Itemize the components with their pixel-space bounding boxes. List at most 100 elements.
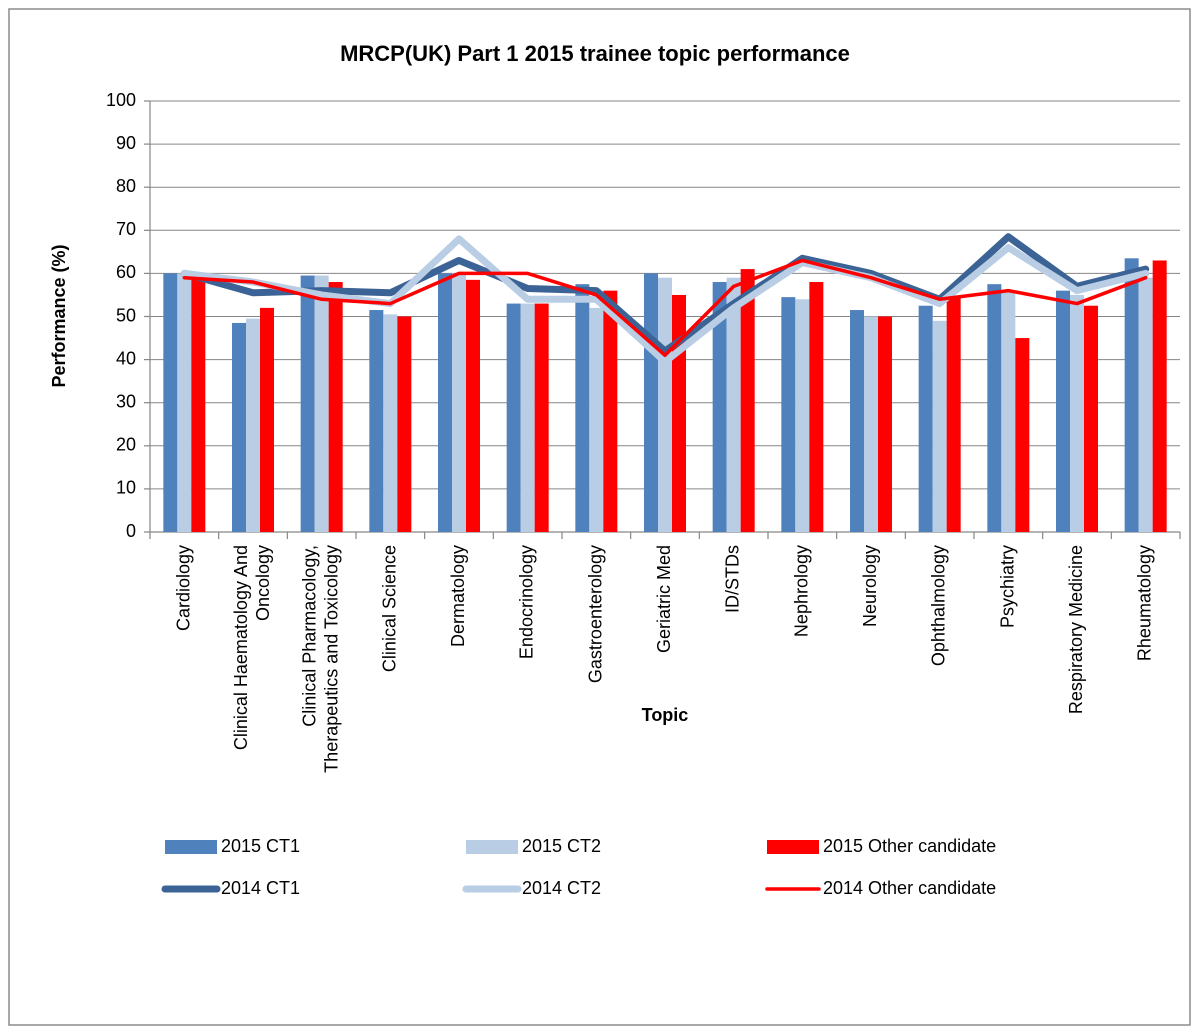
- x-tick-group: Nephrology: [791, 545, 811, 637]
- bar: [987, 284, 1002, 532]
- y-tick-label: 10: [116, 478, 136, 498]
- bar: [603, 290, 618, 532]
- line: [182, 258, 1148, 358]
- x-tick-label: Clinical Haematology And Oncology: [231, 545, 273, 750]
- bar: [932, 320, 947, 532]
- bar: [1124, 258, 1139, 532]
- legend-swatch: [165, 840, 217, 854]
- x-tick-group: Neurology: [860, 545, 880, 627]
- y-tick-label: 100: [106, 90, 136, 110]
- chart-title: MRCP(UK) Part 1 2015 trainee topic perfo…: [340, 41, 850, 66]
- y-tick-label: 50: [116, 305, 136, 325]
- bar: [191, 279, 206, 532]
- bar: [397, 316, 412, 532]
- bar: [300, 275, 315, 532]
- y-tick-label: 30: [116, 391, 136, 411]
- x-tick-label: ID/STDs: [722, 545, 742, 613]
- x-tick-label: Rheumatology: [1134, 545, 1154, 661]
- bar: [809, 282, 824, 532]
- bar: [712, 282, 727, 532]
- bar: [177, 273, 192, 532]
- bar: [246, 318, 260, 532]
- line: [180, 235, 1150, 366]
- bar: [466, 279, 480, 532]
- line: [180, 233, 1150, 355]
- x-tick-group: Cardiology: [173, 545, 193, 631]
- bar: [740, 269, 755, 532]
- bar: [1070, 294, 1084, 532]
- bar: [520, 303, 535, 532]
- x-tick-group: Clinical Science: [379, 545, 399, 672]
- bar: [452, 273, 466, 532]
- bar: [850, 310, 864, 532]
- legend-label: 2015 CT1: [221, 836, 300, 856]
- bar: [726, 277, 741, 532]
- x-tick-group: Respiratory Medicine: [1066, 545, 1086, 714]
- legend-label: 2015 CT2: [522, 836, 601, 856]
- x-tick-group: Rheumatology: [1134, 545, 1154, 661]
- bar: [575, 284, 590, 532]
- bar: [534, 303, 549, 532]
- bar: [260, 307, 274, 532]
- x-tick-label: Clinical Pharmacology, Therapeutics and T…: [299, 545, 341, 773]
- bar: [864, 316, 878, 532]
- x-tick-group: Clinical Pharmacology, Therapeutics and T…: [299, 545, 341, 773]
- x-tick-group: Psychiatry: [997, 545, 1017, 628]
- bar: [1001, 290, 1016, 532]
- x-tick-label: Neurology: [860, 545, 880, 627]
- x-tick-label: Cardiology: [173, 545, 193, 631]
- bar: [163, 273, 178, 532]
- bar: [383, 314, 398, 532]
- bar: [644, 273, 658, 532]
- legend-label: 2015 Other candidate: [823, 836, 996, 856]
- bar: [1056, 290, 1070, 532]
- bar: [946, 297, 961, 532]
- x-tick-label: Psychiatry: [997, 545, 1017, 628]
- bar: [918, 305, 933, 532]
- bar: [1152, 260, 1167, 532]
- y-tick-label: 20: [116, 435, 136, 455]
- x-tick-group: ID/STDs: [722, 545, 742, 613]
- x-axis-label: Topic: [642, 705, 689, 725]
- y-tick-label: 40: [116, 348, 136, 368]
- x-tick-label: Endocrinology: [516, 545, 536, 659]
- y-tick-label: 80: [116, 176, 136, 196]
- x-tick-label: Nephrology: [791, 545, 811, 637]
- bar: [658, 277, 672, 532]
- bar: [1138, 277, 1153, 532]
- y-axis-label: Performance (%): [49, 244, 69, 387]
- bar: [589, 307, 604, 532]
- legend-label: 2014 CT2: [522, 878, 601, 898]
- bar: [314, 275, 329, 532]
- bar: [232, 322, 246, 532]
- x-tick-label: Dermatology: [448, 545, 468, 647]
- x-tick-group: Geriatric Med: [654, 545, 674, 653]
- legend-swatch: [767, 840, 819, 854]
- legend-label: 2014 Other candidate: [823, 878, 996, 898]
- y-tick-label: 60: [116, 262, 136, 282]
- bar: [781, 297, 796, 532]
- legend-label: 2014 CT1: [221, 878, 300, 898]
- bar: [1015, 338, 1030, 532]
- x-tick-label: Gastroenterology: [585, 545, 605, 683]
- x-tick-label: Respiratory Medicine: [1066, 545, 1086, 714]
- x-tick-group: Dermatology: [448, 545, 468, 647]
- x-tick-group: Ophthalmology: [928, 545, 948, 666]
- bar: [795, 299, 810, 532]
- y-tick-label: 0: [126, 521, 136, 541]
- y-tick-label: 90: [116, 133, 136, 153]
- x-tick-group: Gastroenterology: [585, 545, 605, 683]
- bar: [1084, 305, 1098, 532]
- bar: [369, 310, 384, 532]
- bar: [672, 294, 686, 532]
- x-tick-label: Ophthalmology: [928, 545, 948, 666]
- bar: [438, 273, 452, 532]
- bar: [878, 316, 892, 532]
- x-tick-label: Clinical Science: [379, 545, 399, 672]
- x-tick-label: Geriatric Med: [654, 545, 674, 653]
- legend-swatch: [466, 840, 518, 854]
- bar: [506, 303, 521, 532]
- x-tick-group: Clinical Haematology And Oncology: [231, 545, 273, 750]
- y-tick-label: 70: [116, 219, 136, 239]
